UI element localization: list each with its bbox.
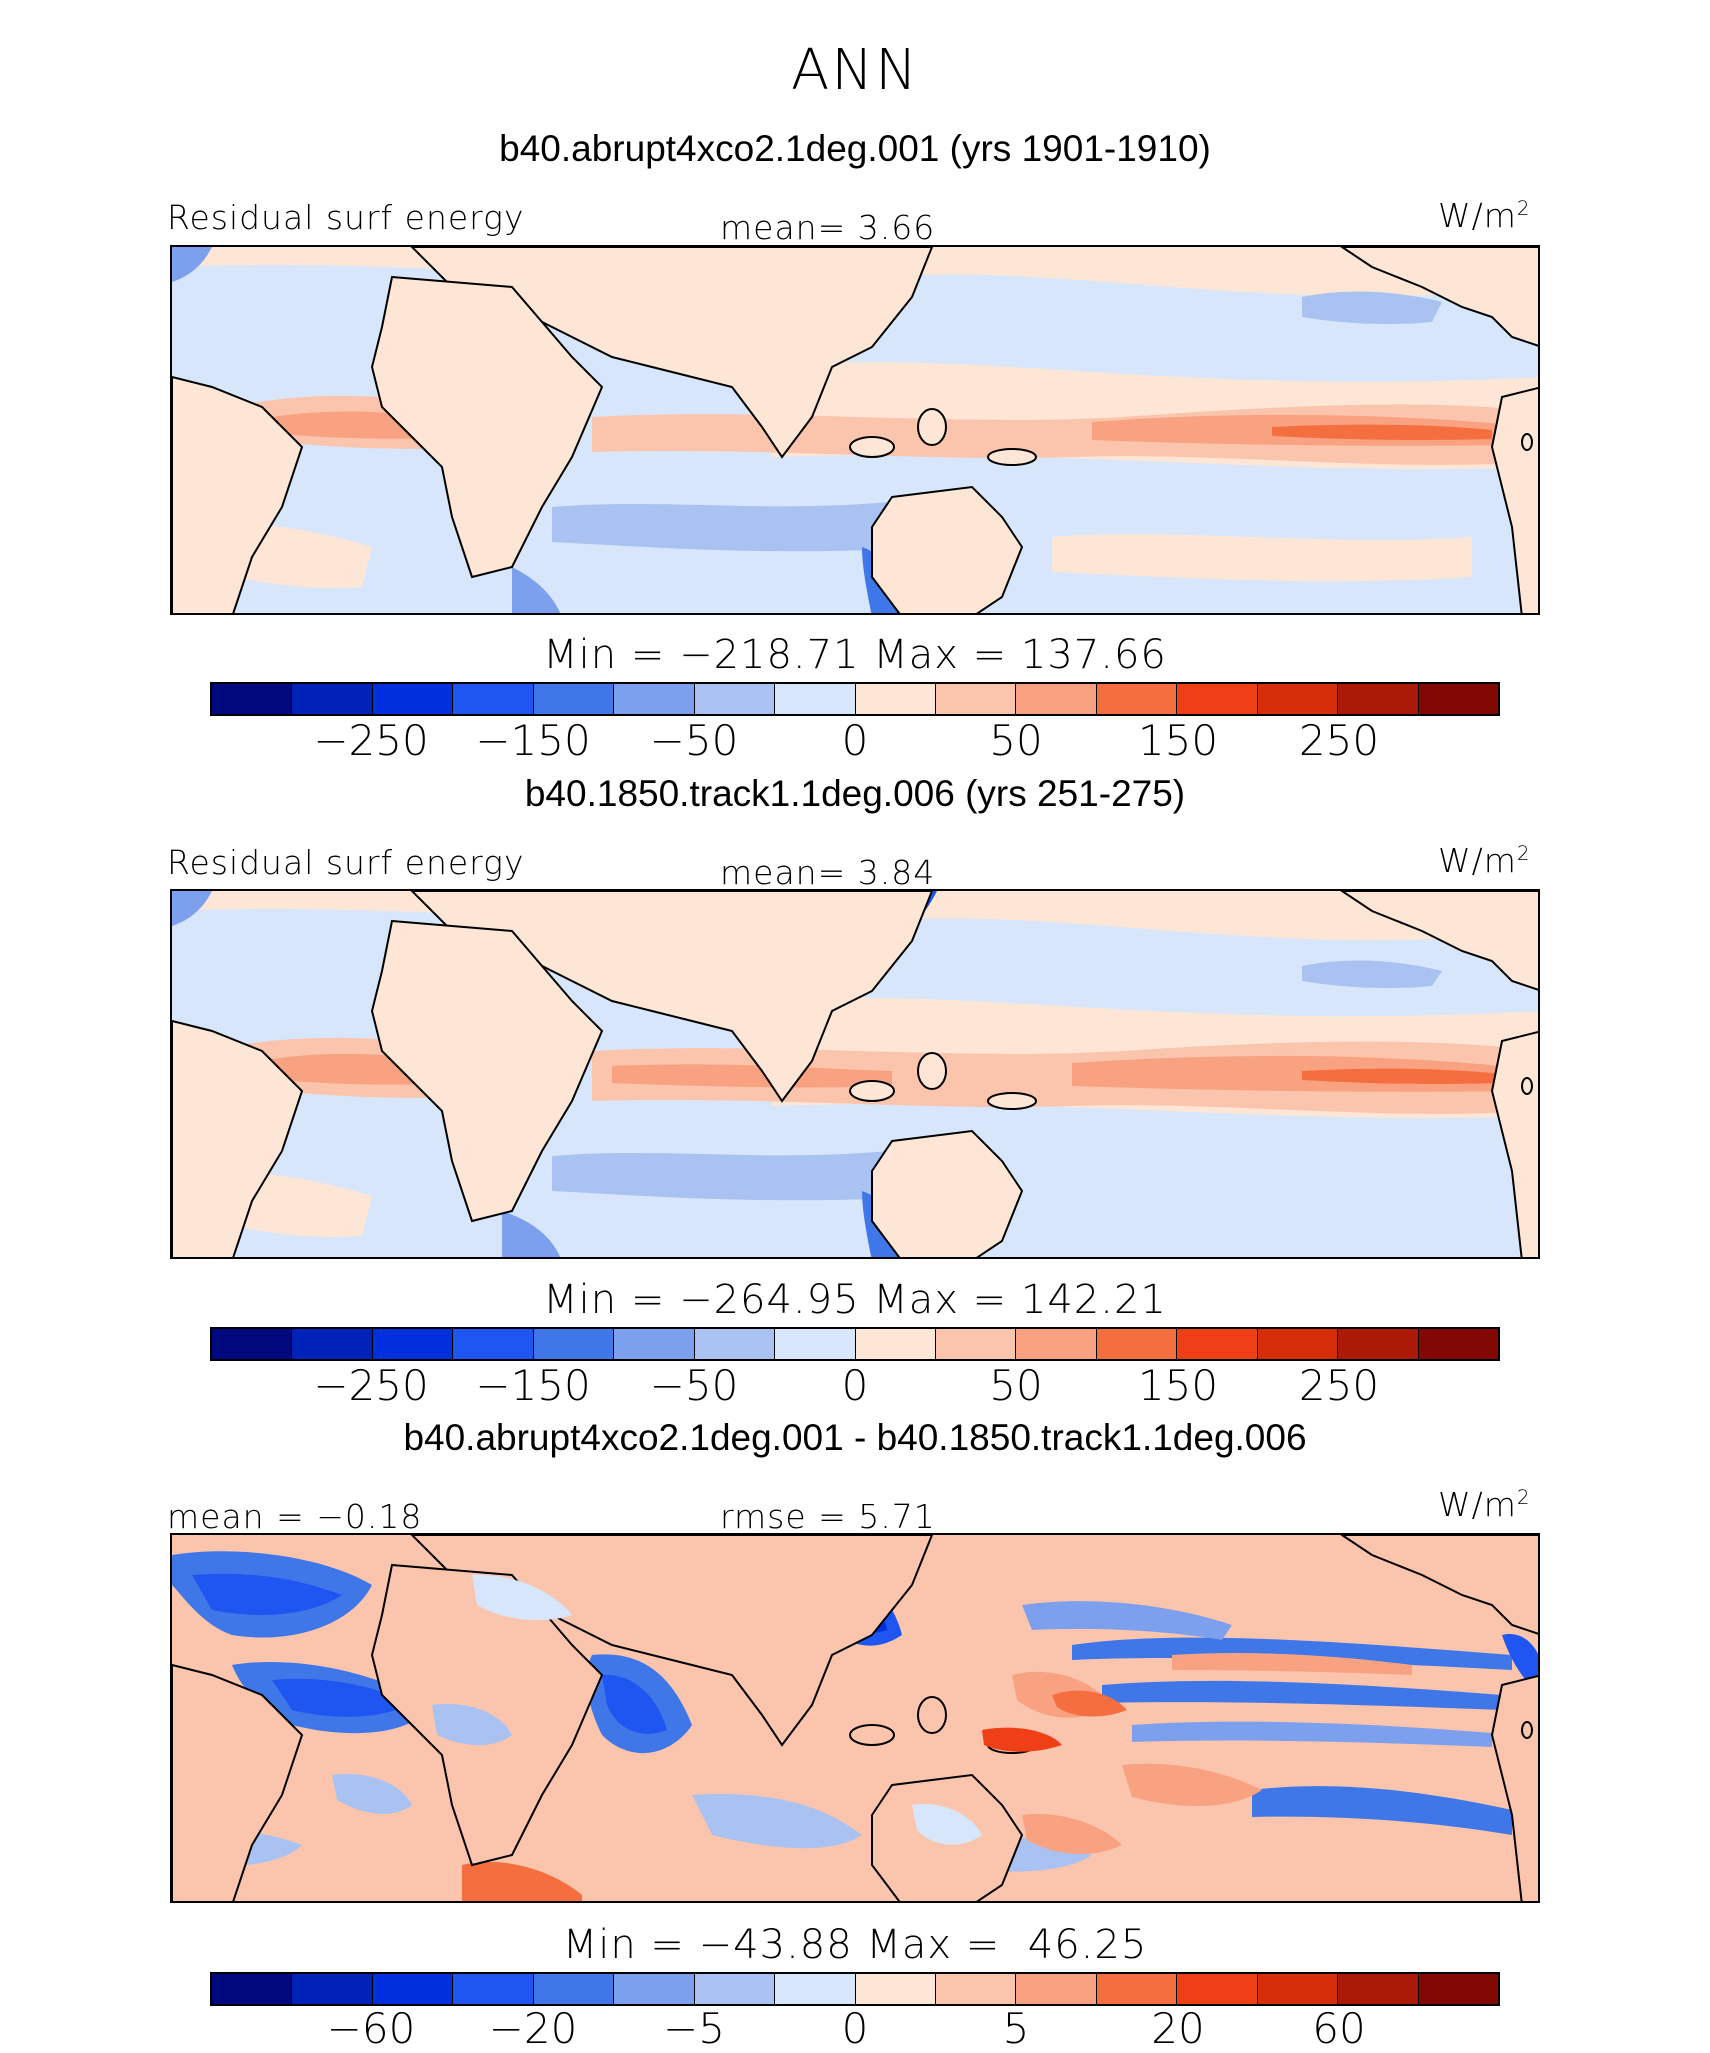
colorbar-swatch: [1096, 1329, 1178, 1359]
colorbar-swatch: [533, 1329, 615, 1359]
colorbar-swatch: [855, 1329, 936, 1359]
colorbar-swatch: [1096, 1974, 1178, 2004]
panel1-colorbar: [210, 682, 1500, 716]
panel3-units: W/m2: [1438, 1485, 1531, 1524]
colorbar-tick: 250: [1298, 716, 1380, 765]
colorbar-swatch: [292, 1974, 373, 2004]
colorbar-swatch: [1016, 1974, 1097, 2004]
panel2-map: [170, 889, 1540, 1259]
colorbar-swatch: [533, 684, 615, 714]
colorbar-swatch: [694, 1974, 776, 2004]
colorbar-tick: 150: [1137, 1361, 1219, 1410]
panel1-units: W/m2: [1438, 196, 1531, 235]
panel1-title: b40.abrupt4xco2.1deg.001 (yrs 1901-1910): [499, 128, 1211, 169]
panel1-map: [170, 245, 1540, 615]
colorbar-tick: 0: [841, 716, 869, 765]
colorbar-swatch: [453, 1329, 534, 1359]
colorbar-tick: −60: [326, 2004, 416, 2053]
colorbar-swatch: [1177, 1329, 1258, 1359]
colorbar-swatch: [292, 1329, 373, 1359]
panel3-mean-label: mean = −0.18: [167, 1497, 423, 1536]
colorbar-swatch: [453, 684, 534, 714]
colorbar-tick: 0: [841, 2004, 869, 2053]
panel1-mean-label: mean= 3.66: [720, 208, 936, 247]
colorbar-tick: −150: [475, 716, 591, 765]
colorbar-swatch: [212, 684, 293, 714]
colorbar-swatch: [372, 684, 454, 714]
panel3-map: [170, 1533, 1540, 1903]
colorbar-tick: −250: [313, 716, 429, 765]
panel2-colorbar: [210, 1327, 1500, 1361]
colorbar-tick: 60: [1312, 2004, 1366, 2053]
panel2-mean-label: mean= 3.84: [720, 853, 936, 892]
colorbar-swatch: [775, 684, 856, 714]
colorbar-swatch: [453, 1974, 534, 2004]
panel2-variable-label: Residual surf energy: [167, 843, 525, 882]
colorbar-swatch: [614, 1329, 695, 1359]
colorbar-tick: 0: [841, 1361, 869, 1410]
colorbar-swatch: [1257, 684, 1339, 714]
colorbar-swatch: [1177, 1974, 1258, 2004]
colorbar-swatch: [292, 684, 373, 714]
panel3-colorbar: [210, 1972, 1500, 2006]
colorbar-swatch: [694, 684, 776, 714]
colorbar-tick: 20: [1151, 2004, 1205, 2053]
colorbar-tick: −20: [488, 2004, 578, 2053]
panel3-minmax: Min = −43.88 Max = 46.25: [562, 1922, 1148, 1968]
colorbar-swatch: [1338, 1974, 1419, 2004]
colorbar-swatch: [935, 1329, 1017, 1359]
colorbar-swatch: [935, 684, 1017, 714]
colorbar-swatch: [1418, 1974, 1498, 2004]
panel2-minmax: Min = −264.95 Max = 142.21: [543, 1277, 1167, 1323]
colorbar-tick: 50: [989, 716, 1043, 765]
panel1-minmax: Min = −218.71 Max = 137.66: [543, 632, 1167, 678]
colorbar-swatch: [1257, 1974, 1339, 2004]
colorbar-swatch: [1418, 684, 1498, 714]
colorbar-swatch: [1016, 1329, 1097, 1359]
colorbar-tick: 5: [1002, 2004, 1030, 2053]
colorbar-swatch: [694, 1329, 776, 1359]
colorbar-tick: −50: [649, 716, 739, 765]
colorbar-swatch: [1418, 1329, 1498, 1359]
colorbar-swatch: [855, 1974, 936, 2004]
colorbar-tick: 250: [1298, 1361, 1380, 1410]
colorbar-swatch: [533, 1974, 615, 2004]
panel3-title: b40.abrupt4xco2.1deg.001 - b40.1850.trac…: [403, 1417, 1307, 1458]
colorbar-swatch: [614, 684, 695, 714]
colorbar-swatch: [935, 1974, 1017, 2004]
figure-title: ANN: [790, 38, 920, 103]
colorbar-tick: −5: [663, 2004, 725, 2053]
colorbar-tick: 50: [989, 1361, 1043, 1410]
colorbar-tick: −150: [475, 1361, 591, 1410]
colorbar-swatch: [1338, 1329, 1419, 1359]
colorbar-swatch: [372, 1329, 454, 1359]
colorbar-swatch: [1016, 684, 1097, 714]
colorbar-tick: −50: [649, 1361, 739, 1410]
colorbar-tick: 150: [1137, 716, 1219, 765]
colorbar-swatch: [212, 1974, 293, 2004]
colorbar-tick: −250: [313, 1361, 429, 1410]
colorbar-swatch: [372, 1974, 454, 2004]
colorbar-swatch: [1096, 684, 1178, 714]
colorbar-swatch: [855, 684, 936, 714]
colorbar-swatch: [614, 1974, 695, 2004]
panel2-units: W/m2: [1438, 841, 1531, 880]
panel1-variable-label: Residual surf energy: [167, 198, 525, 237]
colorbar-swatch: [212, 1329, 293, 1359]
panel2-title: b40.1850.track1.1deg.006 (yrs 251-275): [524, 773, 1186, 814]
panel3-rmse-label: rmse = 5.71: [720, 1497, 936, 1536]
colorbar-swatch: [775, 1974, 856, 2004]
colorbar-swatch: [775, 1329, 856, 1359]
colorbar-swatch: [1257, 1329, 1339, 1359]
colorbar-swatch: [1177, 684, 1258, 714]
colorbar-swatch: [1338, 684, 1419, 714]
